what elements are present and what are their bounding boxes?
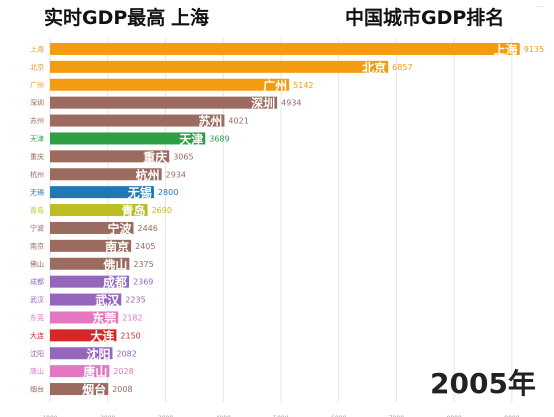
bar bbox=[50, 257, 130, 270]
bar-inner-label: 上海 bbox=[494, 42, 518, 57]
bar-inner-label: 杭州 bbox=[136, 167, 160, 182]
year-label: 2005年 bbox=[430, 367, 536, 400]
bar-inner-label: 重庆 bbox=[143, 149, 167, 164]
category-label: 重庆 bbox=[30, 152, 44, 161]
bar bbox=[50, 78, 290, 91]
leader-city-label: 上海 bbox=[171, 7, 210, 29]
category-label: 东莞 bbox=[30, 313, 44, 322]
more-options-icon[interactable]: ⋯ bbox=[536, 2, 544, 11]
bar-inner-label: 武汉 bbox=[95, 293, 120, 308]
category-label: 唐山 bbox=[30, 367, 44, 376]
category-label: 武汉 bbox=[30, 295, 44, 304]
value-label: 4934 bbox=[281, 99, 301, 108]
category-label: 天津 bbox=[30, 135, 44, 143]
category-label: 宁波 bbox=[30, 223, 44, 232]
category-label: 无锡 bbox=[30, 188, 44, 197]
value-label: 3065 bbox=[173, 152, 193, 161]
x-tick-label: 6000 bbox=[331, 415, 346, 417]
bar bbox=[50, 150, 170, 163]
chart-left-title: 实时GDP最高 bbox=[44, 7, 166, 29]
bar bbox=[50, 347, 113, 360]
category-label: 上海 bbox=[30, 44, 44, 53]
category-label: 广州 bbox=[30, 80, 44, 89]
bar-inner-label: 沈阳 bbox=[86, 346, 110, 361]
value-label: 2800 bbox=[158, 188, 178, 197]
value-label: 5142 bbox=[293, 81, 313, 90]
value-label: 2235 bbox=[125, 296, 145, 305]
bar bbox=[50, 311, 119, 324]
value-label: 2369 bbox=[133, 278, 153, 287]
bar-inner-label: 大连 bbox=[90, 328, 115, 343]
bar-inner-label: 天津 bbox=[179, 131, 203, 146]
bar-inner-label: 无锡 bbox=[127, 185, 152, 200]
value-label: 3689 bbox=[209, 134, 229, 143]
value-label: 2028 bbox=[113, 367, 133, 376]
bar bbox=[50, 365, 110, 378]
value-label: 2008 bbox=[112, 385, 132, 394]
bar bbox=[50, 329, 117, 342]
bar bbox=[50, 186, 154, 199]
bar bbox=[50, 96, 278, 109]
bar bbox=[50, 275, 130, 288]
bar bbox=[50, 114, 225, 127]
bar-inner-label: 佛山 bbox=[102, 257, 127, 272]
category-label: 深圳 bbox=[30, 98, 44, 107]
bar bbox=[50, 42, 520, 55]
bar-inner-label: 苏州 bbox=[198, 114, 222, 129]
bar-inner-label: 烟台 bbox=[82, 382, 106, 397]
category-label: 青岛 bbox=[30, 206, 44, 215]
bar bbox=[50, 168, 162, 181]
x-tick-label: 8000 bbox=[447, 415, 462, 417]
value-label: 2690 bbox=[152, 206, 172, 215]
category-label: 北京 bbox=[30, 62, 44, 71]
bar-inner-label: 成都 bbox=[103, 275, 127, 290]
x-tick-label: 4000 bbox=[216, 415, 231, 417]
value-label: 4021 bbox=[228, 117, 248, 126]
value-label: 2934 bbox=[166, 170, 186, 179]
value-label: 2150 bbox=[120, 331, 140, 340]
bar-inner-label: 南京 bbox=[105, 239, 129, 254]
bar-inner-label: 深圳 bbox=[251, 96, 275, 111]
x-tick-label: 1000 bbox=[42, 415, 57, 417]
bar-inner-label: 北京 bbox=[362, 60, 386, 75]
value-label: 6857 bbox=[392, 63, 412, 72]
bar-inner-label: 东莞 bbox=[92, 310, 116, 325]
bar bbox=[50, 239, 132, 252]
category-label: 大连 bbox=[30, 331, 44, 340]
category-label: 苏州 bbox=[30, 116, 44, 125]
value-label: 2446 bbox=[137, 224, 157, 233]
category-label: 烟台 bbox=[30, 385, 44, 394]
value-label: 2182 bbox=[122, 313, 142, 322]
bar bbox=[50, 221, 134, 234]
bar-inner-label: 唐山 bbox=[83, 364, 107, 379]
category-label: 南京 bbox=[30, 241, 44, 250]
bar-inner-label: 广州 bbox=[263, 78, 287, 93]
x-tick-label: 5000 bbox=[273, 415, 288, 417]
bar bbox=[50, 204, 148, 217]
value-label: 2082 bbox=[116, 349, 136, 358]
bar bbox=[50, 132, 206, 145]
chart-title: 中国城市GDP排名 bbox=[345, 7, 505, 29]
category-label: 佛山 bbox=[30, 259, 44, 268]
x-tick-label: 2000 bbox=[100, 415, 115, 417]
bar-inner-label: 宁波 bbox=[107, 221, 132, 236]
category-label: 杭州 bbox=[30, 170, 44, 179]
x-tick-label: 9000 bbox=[504, 415, 519, 417]
category-label: 成都 bbox=[30, 277, 44, 286]
bar bbox=[50, 293, 122, 306]
value-label: 2375 bbox=[133, 260, 153, 269]
category-label: 沈阳 bbox=[30, 349, 44, 358]
bar bbox=[50, 60, 389, 73]
bar-inner-label: 青岛 bbox=[122, 203, 146, 218]
x-tick-label: 7000 bbox=[389, 415, 404, 417]
bar bbox=[50, 383, 109, 396]
value-label: 2405 bbox=[135, 242, 155, 251]
value-label: 9135 bbox=[524, 45, 544, 54]
x-tick-label: 3000 bbox=[158, 415, 173, 417]
